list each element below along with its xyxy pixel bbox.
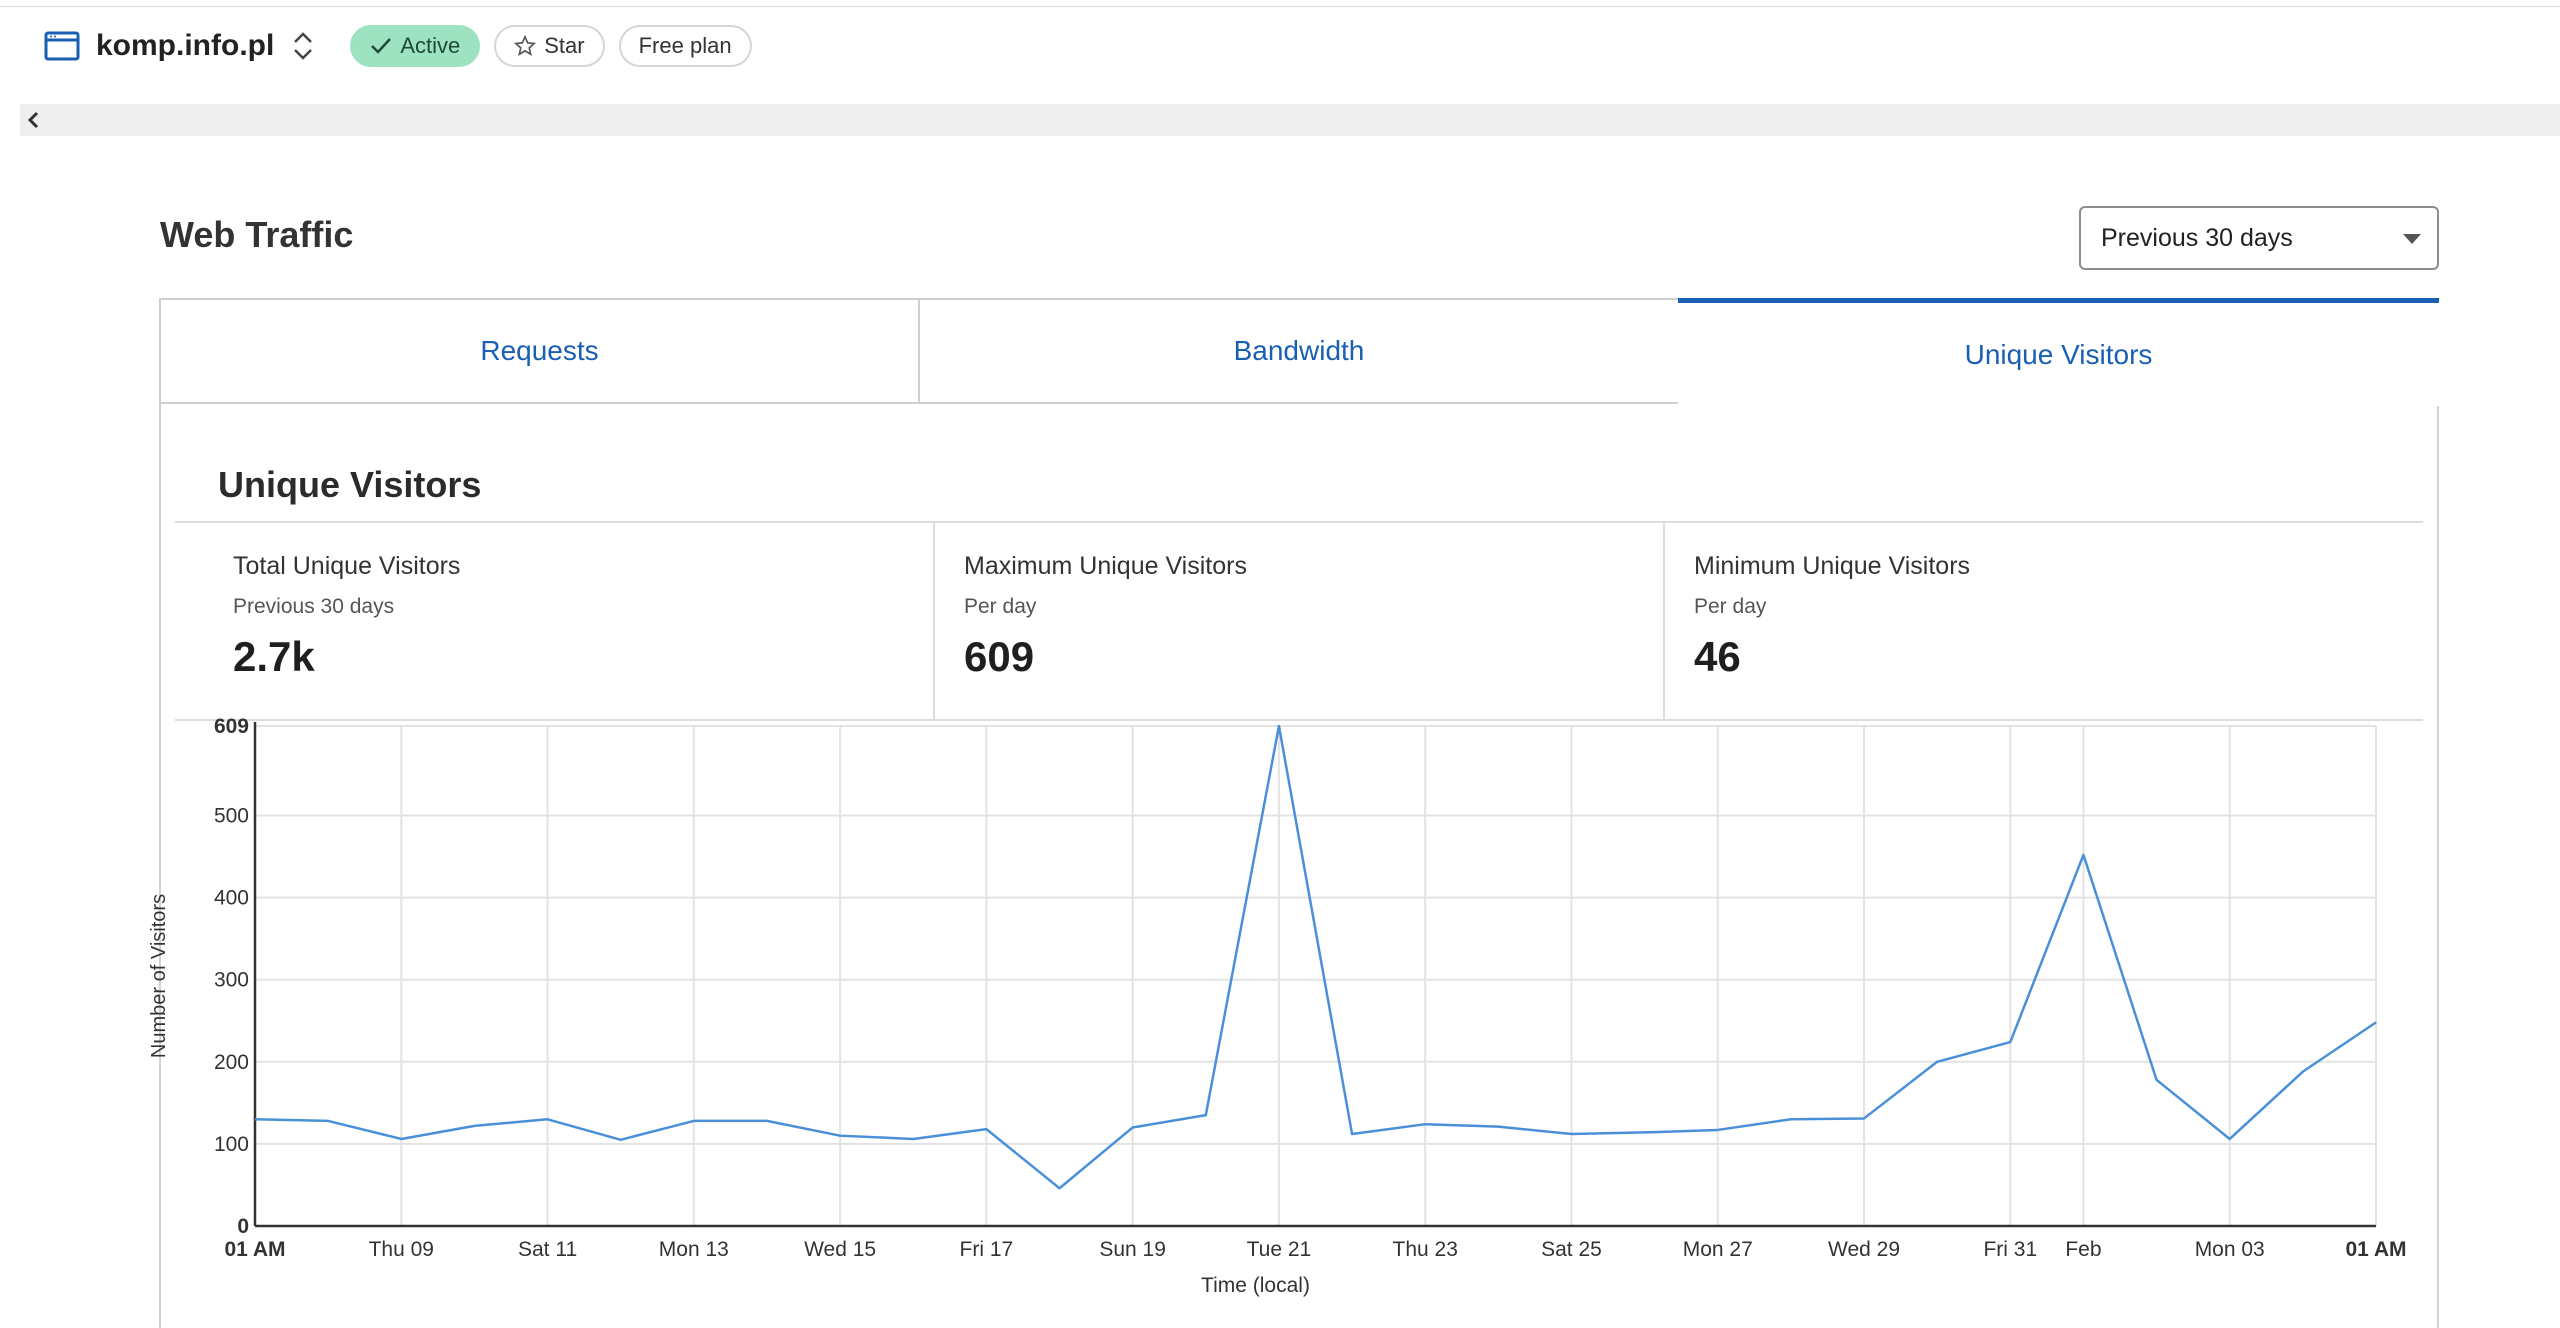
divider [175, 521, 2423, 523]
x-tick-label: Mon 13 [659, 1238, 729, 1261]
x-tick-label: Fri 31 [1983, 1238, 2037, 1261]
series-line [254, 724, 2377, 1190]
status-badge-label: Active [400, 33, 461, 58]
plan-badge[interactable]: Free plan [618, 25, 752, 67]
browser-window-icon [44, 31, 80, 61]
stat-sublabel: Per day [964, 595, 1037, 618]
x-tick-label: Sat 25 [1541, 1238, 1602, 1261]
x-tick-label: Sat 11 [518, 1238, 577, 1261]
x-tick-label: Sun 19 [1099, 1238, 1166, 1261]
status-badge: Active [350, 25, 481, 67]
stat-label: Total Unique Visitors [233, 552, 461, 580]
x-tick-label: Fri 17 [960, 1238, 1014, 1261]
caret-down-icon [2403, 234, 2421, 244]
divider [1663, 522, 1665, 720]
page-title: Web Traffic [160, 214, 354, 255]
stat-total: Total Unique Visitors Previous 30 days 2… [233, 552, 460, 681]
y-tick-label: 200 [214, 1051, 249, 1074]
site-name[interactable]: komp.info.pl [96, 29, 275, 62]
chevron-left-icon[interactable] [20, 104, 46, 136]
stat-label: Maximum Unique Visitors [964, 552, 1247, 580]
tab-bandwidth[interactable]: Bandwidth [918, 298, 1680, 404]
y-tick-label: 0 [237, 1215, 249, 1238]
x-tick-label: Feb [2065, 1238, 2101, 1261]
x-axis-label: Time (local) [1201, 1274, 1310, 1297]
stat-minimum: Minimum Unique Visitors Per day 46 [1694, 552, 1970, 681]
x-tick-label: Wed 15 [804, 1238, 876, 1261]
star-button[interactable]: Star [494, 25, 605, 67]
x-tick-label: Tue 21 [1247, 1238, 1312, 1261]
x-tick-label: Thu 23 [1393, 1238, 1458, 1261]
stat-sublabel: Previous 30 days [233, 595, 395, 618]
star-button-label: Star [544, 33, 585, 58]
y-tick-label: 500 [214, 804, 249, 827]
x-tick-label: Thu 09 [369, 1238, 434, 1261]
stat-value: 609 [964, 633, 1035, 680]
tab-requests[interactable]: Requests [159, 298, 920, 404]
stat-label: Minimum Unique Visitors [1694, 552, 1971, 580]
card-title: Unique Visitors [218, 464, 482, 505]
tab-label: Requests [480, 335, 599, 366]
y-tick-label: 100 [214, 1133, 249, 1156]
star-icon [514, 35, 537, 57]
tab-label: Bandwidth [1233, 335, 1365, 366]
x-tick-label: Wed 29 [1828, 1238, 1900, 1261]
y-tick-label: 609 [214, 715, 249, 738]
time-range-select[interactable]: Previous 30 days [2079, 206, 2439, 270]
top-divider [0, 6, 2560, 7]
site-header: komp.info.pl Active Star Free plan [44, 24, 766, 68]
plan-badge-label: Free plan [638, 33, 732, 58]
divider [933, 522, 935, 720]
checkmark-icon [370, 36, 392, 56]
x-tick-label: Mon 03 [2195, 1238, 2265, 1261]
tab-unique-visitors[interactable]: Unique Visitors [1678, 298, 2439, 406]
collapse-bar [20, 104, 2560, 136]
stat-value: 46 [1694, 633, 1741, 680]
y-tick-label: 400 [214, 887, 249, 910]
stat-sublabel: Per day [1694, 595, 1767, 618]
y-tick-label: 300 [214, 969, 249, 992]
stat-maximum: Maximum Unique Visitors Per day 609 [964, 552, 1247, 681]
chevron-up-down-icon[interactable] [290, 29, 316, 63]
x-tick-label: Mon 27 [1683, 1238, 1753, 1261]
x-tick-label: 01 AM [2345, 1238, 2406, 1261]
divider [175, 719, 2423, 721]
tab-label: Unique Visitors [1964, 338, 2153, 370]
stat-value: 2.7k [233, 633, 315, 680]
x-tick-label: 01 AM [224, 1238, 285, 1261]
y-axis-label: Number of Visitors [148, 894, 170, 1058]
time-range-value: Previous 30 days [2101, 223, 2293, 252]
